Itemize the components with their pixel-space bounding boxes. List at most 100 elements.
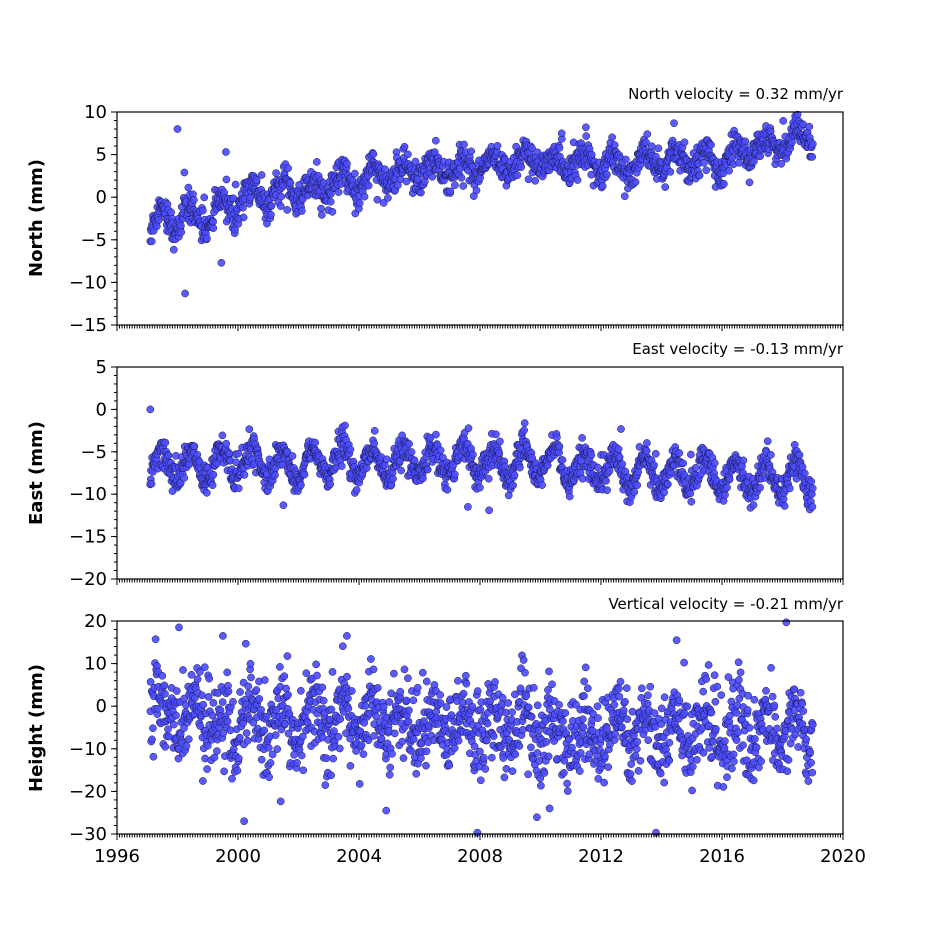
height-data-point xyxy=(563,787,572,795)
height-data-point xyxy=(328,668,337,676)
height-data-point xyxy=(476,747,484,756)
height-data-point xyxy=(519,656,528,664)
height-data-point xyxy=(610,700,619,709)
east-data-point xyxy=(496,437,504,446)
east-data-point xyxy=(410,456,419,465)
north-data-point xyxy=(277,192,286,201)
height-data-point xyxy=(529,683,538,692)
east-data-point xyxy=(234,449,243,458)
north-data-point xyxy=(631,178,640,186)
height-data-point xyxy=(533,749,542,757)
height-data-point xyxy=(527,743,535,752)
east-data-point xyxy=(763,437,772,446)
height-data-point xyxy=(398,737,407,746)
east-data-point xyxy=(795,451,804,459)
height-data-point xyxy=(327,771,335,780)
height-data-point xyxy=(628,777,636,785)
east-data-point xyxy=(617,425,625,433)
north-data-point xyxy=(459,182,468,190)
height-data-point xyxy=(533,813,541,822)
east-data-point xyxy=(450,470,459,479)
height-data-point xyxy=(388,749,396,758)
north-data-point xyxy=(267,210,275,219)
north-data-point xyxy=(402,177,411,186)
height-data-point xyxy=(243,736,252,745)
north-data-point xyxy=(180,168,189,177)
east-data-point xyxy=(222,439,231,448)
height-data-point xyxy=(559,717,567,725)
east-data-point xyxy=(615,453,624,462)
height-data-point xyxy=(385,770,394,779)
north-data-point xyxy=(272,169,280,177)
height-data-point xyxy=(224,687,233,696)
north-data-point xyxy=(707,141,715,149)
north-data-point xyxy=(209,224,218,233)
east-data-point xyxy=(553,433,561,442)
north-data-point xyxy=(555,144,564,152)
east-y-axis-label: East (mm) xyxy=(26,421,47,525)
east-data-point xyxy=(407,448,416,456)
height-data-point xyxy=(480,753,488,762)
east-velocity-title: East velocity = -0.13 mm/yr xyxy=(632,340,844,358)
height-data-point xyxy=(693,756,701,764)
north-data-point xyxy=(312,158,321,166)
height-data-point xyxy=(318,683,327,692)
height-data-point xyxy=(436,691,444,699)
height-data-point xyxy=(386,763,395,772)
north-data-point xyxy=(417,188,425,197)
height-data-point xyxy=(321,781,330,789)
east-data-point xyxy=(495,449,504,458)
height-data-point xyxy=(688,786,696,795)
north-data-point xyxy=(598,182,607,190)
height-data-point xyxy=(390,669,398,678)
height-data-point xyxy=(712,725,720,733)
height-data-point xyxy=(563,779,571,788)
height-data-point xyxy=(205,674,214,683)
north-y-tick-label: 5 xyxy=(96,145,107,166)
height-data-point xyxy=(447,711,456,719)
north-data-point xyxy=(695,171,704,180)
east-data-point xyxy=(538,481,546,489)
height-data-point xyxy=(618,723,626,731)
north-data-point xyxy=(467,147,476,156)
height-data-point xyxy=(627,760,636,768)
east-data-point xyxy=(780,502,789,510)
east-data-point xyxy=(469,450,477,459)
east-data-point xyxy=(739,456,748,465)
north-data-point xyxy=(167,208,175,217)
height-data-point xyxy=(319,696,328,705)
east-data-point xyxy=(756,483,764,492)
height-data-point xyxy=(213,747,221,755)
height-data-point xyxy=(707,708,716,717)
east-data-point xyxy=(492,430,500,439)
north-data-point xyxy=(702,166,711,175)
north-data-point xyxy=(200,193,209,202)
east-y-tick-label: −15 xyxy=(69,527,107,548)
east-data-point xyxy=(643,439,651,447)
height-data-point xyxy=(704,661,713,669)
north-y-tick-label: −5 xyxy=(80,230,107,251)
height-data-point xyxy=(604,763,613,771)
north-y-tick-label: 0 xyxy=(96,187,107,208)
height-data-point xyxy=(346,762,355,770)
height-data-point xyxy=(476,776,485,785)
east-data-point xyxy=(464,424,473,433)
north-data-point xyxy=(257,171,266,179)
east-data-point xyxy=(515,463,524,472)
east-data-point xyxy=(147,479,156,488)
height-data-point xyxy=(151,635,160,644)
height-data-point xyxy=(338,642,347,651)
height-data-point xyxy=(468,702,477,711)
height-data-point xyxy=(527,713,536,721)
height-data-point xyxy=(461,671,470,680)
east-data-point xyxy=(419,474,427,483)
north-data-point xyxy=(531,176,540,185)
height-data-point xyxy=(660,693,669,702)
height-data-point xyxy=(193,675,202,684)
north-data-point xyxy=(680,138,689,147)
east-outlier-point xyxy=(279,501,288,510)
height-data-point xyxy=(524,770,532,779)
height-data-point xyxy=(276,663,284,671)
east-y-tick-label: 0 xyxy=(96,399,107,420)
north-data-point xyxy=(666,168,675,176)
